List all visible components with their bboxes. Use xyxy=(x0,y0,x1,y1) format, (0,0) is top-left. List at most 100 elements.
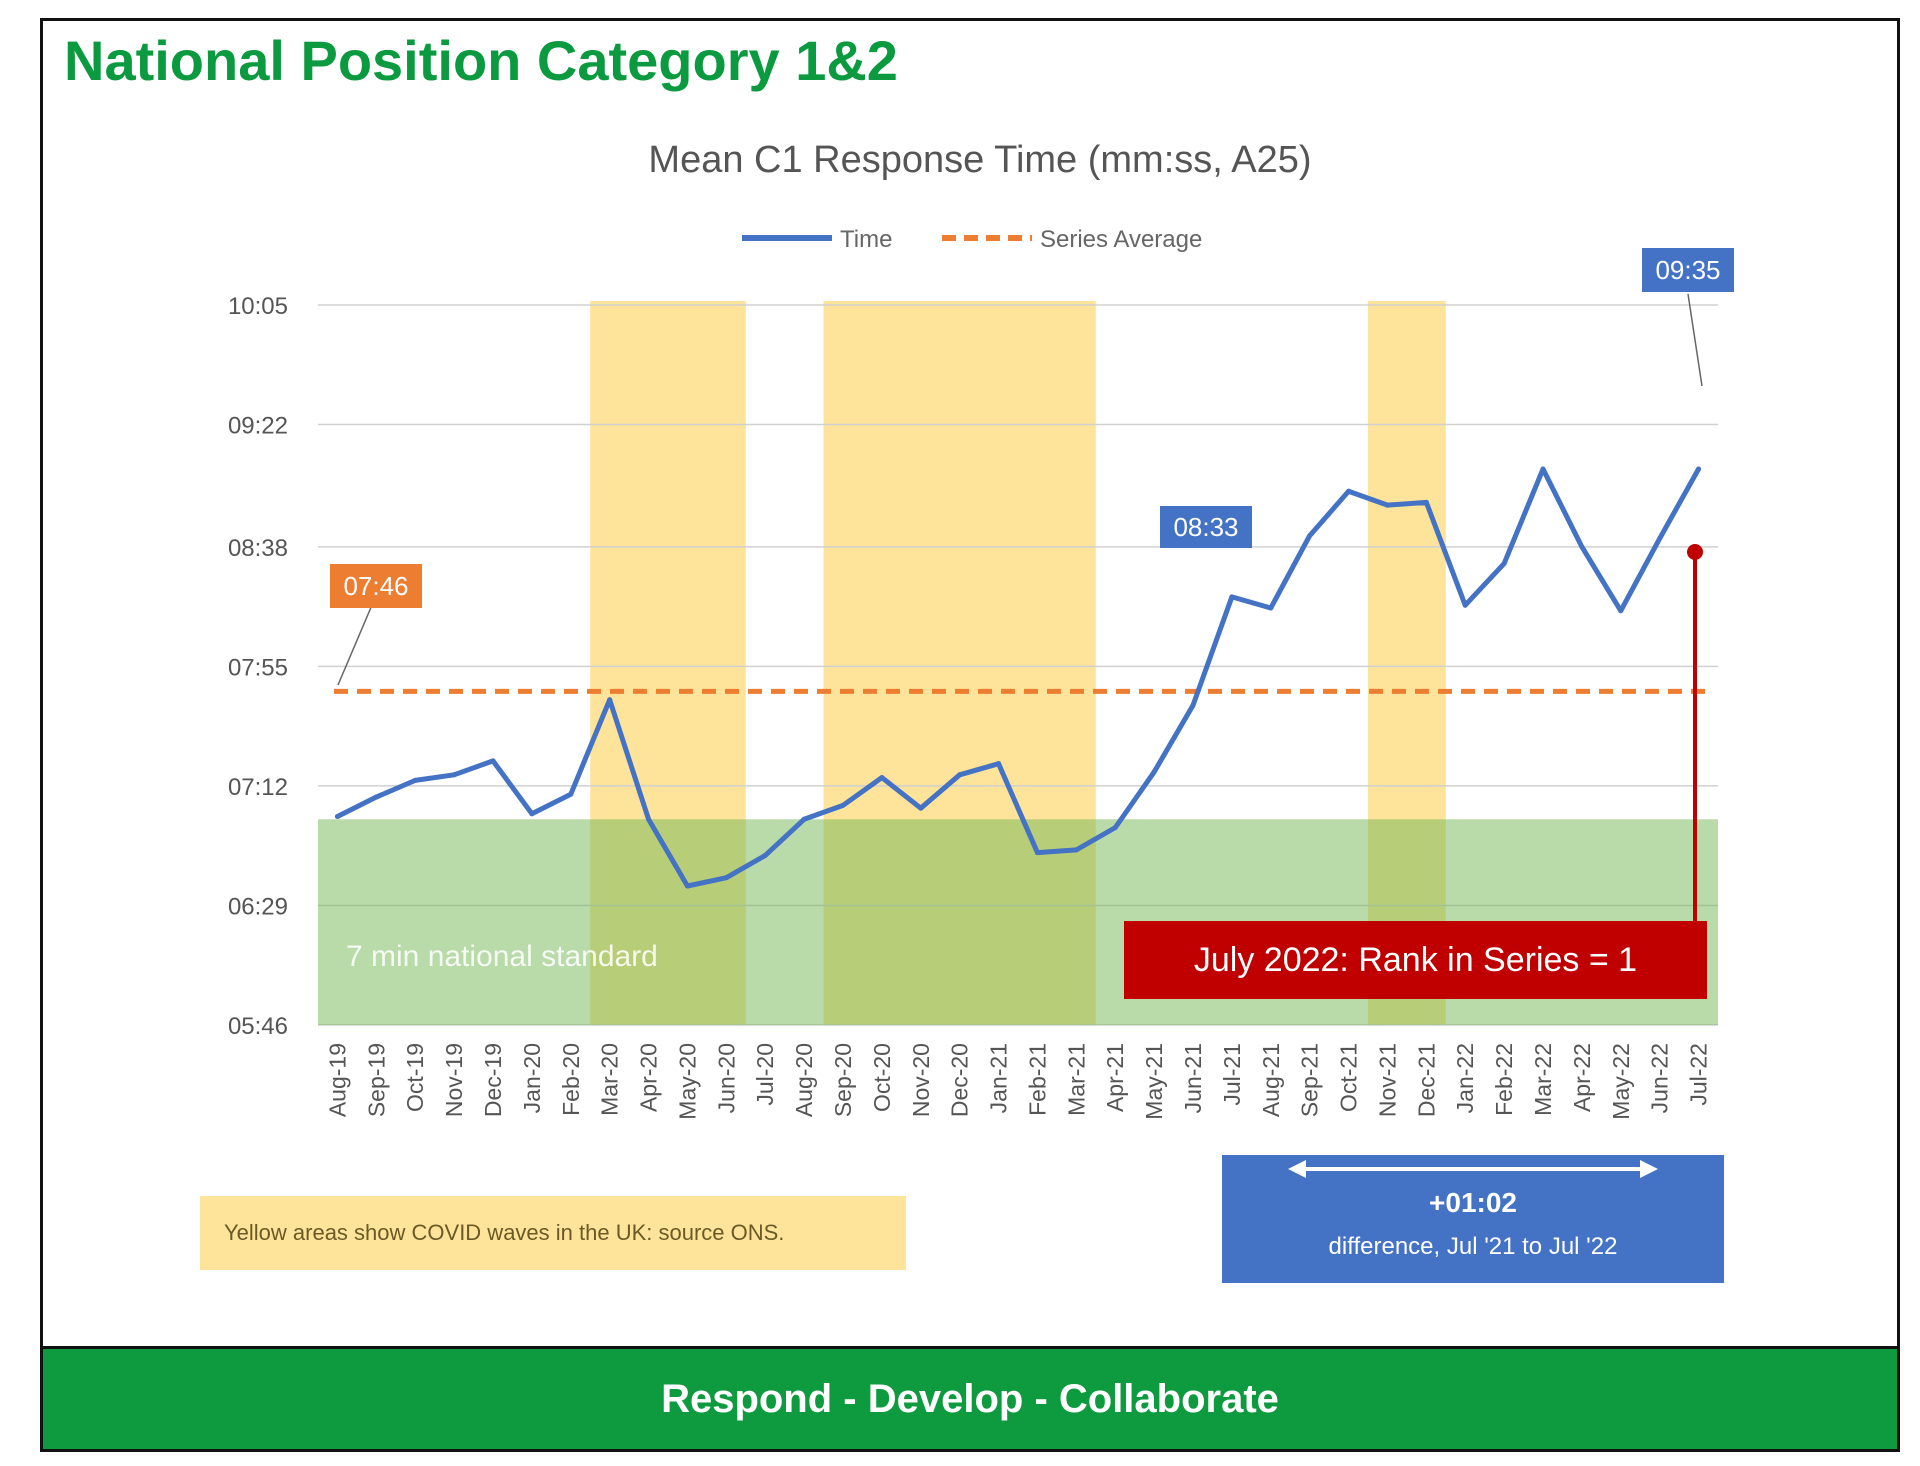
y-tick-label: 08:38 xyxy=(228,535,288,562)
x-tick-label: Aug-20 xyxy=(791,1043,817,1117)
y-tick-label: 05:46 xyxy=(228,1013,288,1040)
time-point xyxy=(1423,499,1429,505)
time-point xyxy=(646,816,652,822)
time-point xyxy=(801,816,807,822)
time-point xyxy=(334,814,340,820)
time-point xyxy=(607,697,613,703)
x-tick-label: Dec-19 xyxy=(480,1043,506,1117)
x-tick-label: May-21 xyxy=(1141,1043,1167,1120)
time-point xyxy=(1696,466,1702,472)
time-point xyxy=(996,761,1002,767)
chart-legend: Time Series Average xyxy=(742,226,1202,253)
covid-note-text: Yellow areas show COVID waves in the UK:… xyxy=(224,1220,785,1245)
x-tick-label: Apr-22 xyxy=(1569,1043,1595,1112)
x-tick-label: Oct-19 xyxy=(402,1043,428,1112)
x-tick-label: Mar-21 xyxy=(1063,1043,1089,1116)
y-tick-label: 07:12 xyxy=(228,774,288,801)
x-tick-label: Nov-19 xyxy=(441,1043,467,1117)
x-tick-label: Mar-22 xyxy=(1530,1043,1556,1116)
rank-callout-text: July 2022: Rank in Series = 1 xyxy=(1193,940,1638,979)
rank-callout: July 2022: Rank in Series = 1 xyxy=(1124,921,1707,999)
y-tick-label: 09:22 xyxy=(228,413,288,440)
time-point xyxy=(1073,847,1079,853)
time-series-line xyxy=(334,466,1702,889)
time-point xyxy=(1307,533,1313,539)
average-leader-line xyxy=(337,604,373,686)
rank-pointer-dot xyxy=(1687,544,1703,560)
time-point xyxy=(1657,536,1663,542)
time-point xyxy=(879,775,885,781)
time-point xyxy=(1151,769,1157,775)
x-tick-label: May-20 xyxy=(674,1043,700,1120)
x-tick-label: Sep-20 xyxy=(830,1043,856,1117)
x-tick-label: Dec-20 xyxy=(947,1043,973,1117)
time-point xyxy=(568,791,574,797)
x-tick-label: Jan-20 xyxy=(519,1043,545,1113)
x-tick-label: Apr-21 xyxy=(1102,1043,1128,1112)
time-point xyxy=(1501,561,1507,567)
x-tick-label: Oct-20 xyxy=(869,1043,895,1112)
jul22-callout-box xyxy=(1642,248,1734,292)
time-point xyxy=(1112,825,1118,831)
time-point xyxy=(1540,466,1546,472)
chart-title: Mean C1 Response Time (mm:ss, A25) xyxy=(648,139,1311,181)
time-point xyxy=(840,802,846,808)
time-point xyxy=(918,805,924,811)
x-tick-label: Jul-22 xyxy=(1686,1043,1712,1106)
y-tick-label: 10:05 xyxy=(228,293,288,320)
footer-bar: Respond - Develop - Collaborate xyxy=(40,1346,1900,1452)
y-tick-label: 06:29 xyxy=(228,893,288,920)
jul21-callout-label: 08:33 xyxy=(1173,512,1238,542)
x-tick-label: Oct-21 xyxy=(1336,1043,1362,1112)
x-tick-label: Sep-21 xyxy=(1297,1043,1323,1117)
difference-value: +01:02 xyxy=(1429,1187,1517,1218)
x-tick-label: Aug-21 xyxy=(1258,1043,1284,1117)
x-tick-label: Jan-22 xyxy=(1452,1043,1478,1113)
time-point xyxy=(1384,502,1390,508)
time-point xyxy=(1229,594,1235,600)
time-point xyxy=(762,852,768,858)
time-point xyxy=(1618,608,1624,614)
time-point xyxy=(412,777,418,783)
x-tick-label: May-22 xyxy=(1608,1043,1634,1120)
x-tick-label: Jan-21 xyxy=(986,1043,1012,1113)
x-tick-label: Feb-22 xyxy=(1491,1043,1517,1116)
difference-label: difference, Jul '21 to Jul '22 xyxy=(1328,1233,1618,1260)
time-point xyxy=(373,794,379,800)
jul22-callout-label: 09:35 xyxy=(1655,255,1720,285)
time-point xyxy=(1579,544,1585,550)
difference-callout: +01:02 difference, Jul '21 to Jul '22 xyxy=(1222,1155,1724,1283)
x-tick-label: Feb-20 xyxy=(558,1043,584,1116)
time-point xyxy=(957,772,963,778)
time-point xyxy=(1268,605,1274,611)
x-tick-label: Apr-20 xyxy=(636,1043,662,1112)
time-point xyxy=(1190,702,1196,708)
x-tick-label: Jul-20 xyxy=(752,1043,778,1106)
standard-area-label: 7 min national standard xyxy=(346,940,658,973)
x-tick-label: Nov-21 xyxy=(1374,1043,1400,1117)
x-tick-label: Jun-22 xyxy=(1647,1043,1673,1113)
time-point xyxy=(529,811,535,817)
covid-note: Yellow areas show COVID waves in the UK:… xyxy=(200,1196,906,1270)
x-tick-label: Jun-21 xyxy=(1180,1043,1206,1113)
x-tick-label: Dec-21 xyxy=(1413,1043,1439,1117)
x-tick-label: Mar-20 xyxy=(597,1043,623,1116)
x-tick-label: Feb-21 xyxy=(1024,1043,1050,1116)
legend-average-label: Series Average xyxy=(1040,226,1202,253)
jul22-leader-line xyxy=(1687,293,1703,387)
jul21-callout-box xyxy=(1160,506,1252,548)
average-callout-box xyxy=(330,564,422,608)
time-point xyxy=(1462,602,1468,608)
time-point xyxy=(451,772,457,778)
x-tick-label: Aug-19 xyxy=(324,1043,350,1117)
average-callout-label: 07:46 xyxy=(343,571,408,601)
time-point xyxy=(723,875,729,881)
time-point xyxy=(1034,850,1040,856)
x-tick-label: Sep-19 xyxy=(363,1043,389,1117)
difference-arrow-icon xyxy=(1288,1160,1658,1178)
y-tick-label: 07:55 xyxy=(228,654,288,681)
x-tick-label: Jul-21 xyxy=(1219,1043,1245,1106)
x-tick-label: Nov-20 xyxy=(908,1043,934,1117)
legend-time-label: Time xyxy=(840,226,892,253)
time-point xyxy=(1346,488,1352,494)
